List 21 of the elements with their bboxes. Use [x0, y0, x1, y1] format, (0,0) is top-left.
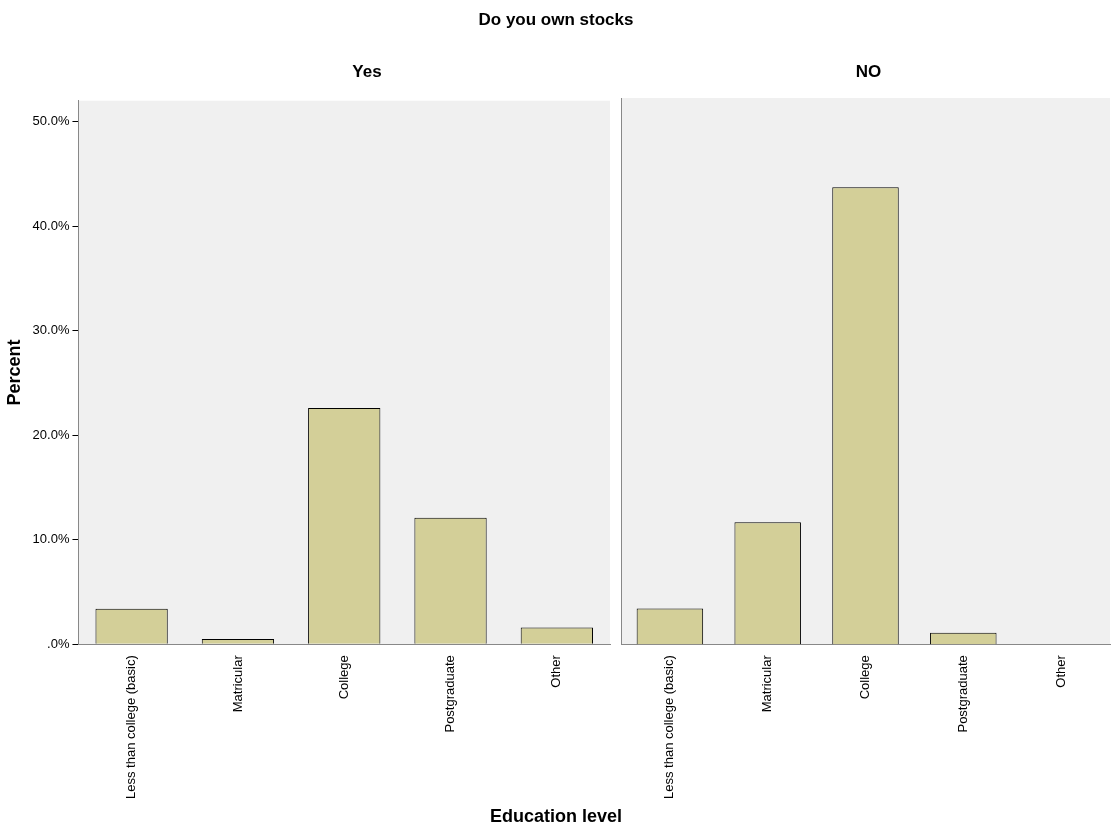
- x-tick-label: College: [857, 655, 873, 700]
- chart-title: Do you own stocks: [477, 10, 635, 30]
- x-tick-label: College: [335, 655, 351, 700]
- chart-subtitle: Yes: [351, 62, 383, 82]
- y-tick-label: 50.0%: [32, 113, 70, 129]
- x-tick-label: Postgraduate: [954, 655, 970, 733]
- y-tick-label: 40.0%: [32, 217, 70, 233]
- x-tick-label: Matricular: [229, 654, 245, 713]
- y-tick-label: 20.0%: [32, 426, 70, 442]
- y-tick-label: 30.0%: [32, 322, 70, 338]
- x-tick-label: Matricular: [759, 654, 775, 713]
- x-axis-title: Education level: [488, 806, 623, 827]
- x-tick-label: Postgraduate: [442, 655, 458, 733]
- x-tick-label: Other: [548, 654, 564, 688]
- x-tick-label: Less than college (basic): [123, 655, 139, 800]
- x-tick-label: Other: [1052, 654, 1068, 688]
- chart-subtitle: NO: [854, 62, 883, 82]
- x-tick-label: Less than college (basic): [661, 655, 677, 800]
- y-tick-label: 10.0%: [32, 531, 70, 547]
- y-tick-label: .0%: [47, 635, 70, 651]
- y-axis-title: Percent: [3, 339, 24, 406]
